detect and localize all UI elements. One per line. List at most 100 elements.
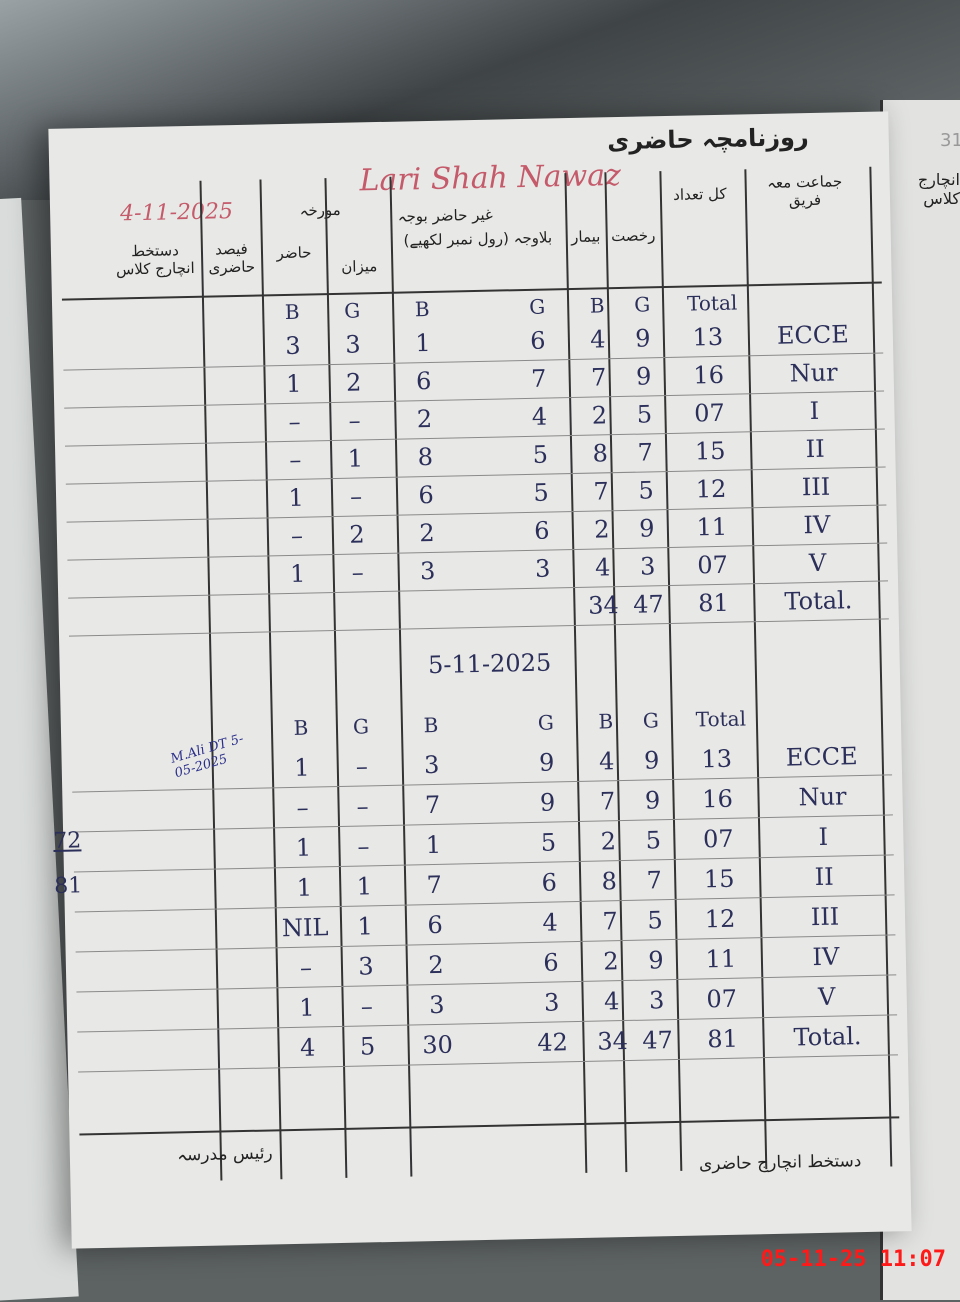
- subheader: B: [284, 299, 300, 325]
- photo-timestamp: 05-11-25 11:07: [760, 1247, 946, 1272]
- cell: 5: [540, 828, 557, 857]
- subheader: G: [528, 294, 546, 319]
- col-class: جماعت معہ فریق: [766, 172, 843, 210]
- cell: 5: [636, 400, 653, 429]
- subheader: B: [589, 293, 605, 318]
- cell: [333, 596, 383, 597]
- cell: 4: [589, 325, 606, 354]
- cell: 1: [415, 328, 431, 358]
- cell: 7: [637, 438, 654, 467]
- class-label: IV: [812, 942, 840, 972]
- cell: 7: [426, 870, 443, 900]
- cell: 1: [288, 483, 305, 512]
- footer-divider: [79, 1116, 900, 1136]
- cell: [403, 595, 453, 596]
- cell: 3: [423, 750, 440, 780]
- cell: [273, 597, 323, 598]
- cell: 5: [533, 478, 550, 507]
- cell: 15: [694, 436, 726, 466]
- column-divider: [324, 178, 348, 1178]
- col-absent-reason: غیر حاضر بوجہ: [397, 205, 493, 226]
- column-divider: [744, 169, 768, 1170]
- header-divider: [61, 281, 882, 301]
- cell: 9: [539, 788, 556, 817]
- column-divider: [659, 171, 683, 1171]
- cell: 9: [647, 946, 664, 975]
- subheader: B: [423, 712, 439, 738]
- cell: 7: [590, 363, 607, 392]
- cell: 07: [706, 984, 738, 1014]
- cell: 1: [347, 444, 364, 473]
- cell: 16: [693, 360, 725, 390]
- class-label: III: [810, 902, 840, 932]
- cell: 5: [532, 440, 549, 469]
- cell: NIL: [281, 913, 329, 943]
- cell: 11: [696, 512, 728, 542]
- class-label: V: [808, 548, 827, 578]
- cell: 11: [705, 944, 737, 974]
- class-label: ECCE: [776, 320, 850, 350]
- cell: 1: [285, 369, 302, 398]
- cell: 4: [542, 908, 559, 937]
- cell: 5: [645, 826, 662, 855]
- cell: 6: [415, 366, 432, 396]
- cell: 7: [593, 477, 610, 506]
- cell: 1: [295, 833, 312, 862]
- cell: 2: [416, 404, 433, 434]
- cell: 6: [529, 326, 546, 355]
- cell: [518, 592, 568, 593]
- class-label: I: [818, 822, 829, 851]
- cell: 1: [296, 873, 313, 902]
- cell: 12: [704, 904, 736, 934]
- subheader: G: [642, 708, 660, 733]
- cell: 7: [530, 364, 547, 393]
- column-divider: [259, 179, 283, 1180]
- cell: 1: [293, 753, 310, 782]
- cell: –: [351, 558, 365, 587]
- subheader: B: [414, 296, 430, 322]
- column-divider: [869, 166, 893, 1167]
- cell: 1: [357, 912, 374, 941]
- cell: 07: [693, 398, 726, 428]
- cell: 1: [289, 559, 306, 588]
- cell: 34: [587, 591, 620, 620]
- cell: 4: [598, 747, 615, 776]
- cell: 3: [345, 330, 361, 359]
- cell: 7: [602, 907, 619, 936]
- cell: 9: [538, 748, 555, 777]
- cell: 2: [600, 827, 617, 856]
- col-signature: دستخط انچارج کلاس: [115, 241, 195, 279]
- cell: 6: [543, 948, 559, 977]
- cell: 8: [601, 867, 618, 896]
- cell: 4: [531, 402, 548, 431]
- cell: –: [349, 482, 363, 511]
- cell: 3: [285, 331, 301, 361]
- cell: –: [289, 445, 302, 474]
- subheader: G: [352, 714, 370, 739]
- cell: 7: [646, 866, 663, 895]
- cell: 2: [591, 401, 608, 430]
- class-label: Nur: [798, 782, 847, 812]
- class-label: III: [801, 472, 831, 502]
- cell: 3: [648, 986, 665, 1015]
- footer-attendance-incharge: دستخط انچارج حاضری: [698, 1151, 862, 1175]
- subheader: G: [343, 298, 361, 323]
- col-present: حاضر: [276, 243, 312, 263]
- col-sick: بیمار: [570, 227, 601, 246]
- class-label: V: [817, 982, 836, 1011]
- cell: 3: [419, 556, 436, 586]
- cell: 2: [593, 515, 610, 544]
- right-page-number: 31: [940, 130, 960, 151]
- cell: –: [357, 832, 370, 861]
- subheader: G: [537, 710, 555, 735]
- page-title: روزنامچہ حاضری: [606, 123, 809, 156]
- cell: 3: [534, 554, 551, 583]
- cell: 3: [358, 952, 374, 981]
- col-percent: فیصد حاضری: [208, 239, 256, 277]
- cell: 2: [345, 368, 362, 397]
- cell: –: [355, 752, 369, 781]
- class-label: Nur: [789, 358, 838, 388]
- cell: 8: [592, 439, 609, 468]
- column-divider: [604, 172, 628, 1173]
- col-total: کل تعداد: [672, 184, 727, 204]
